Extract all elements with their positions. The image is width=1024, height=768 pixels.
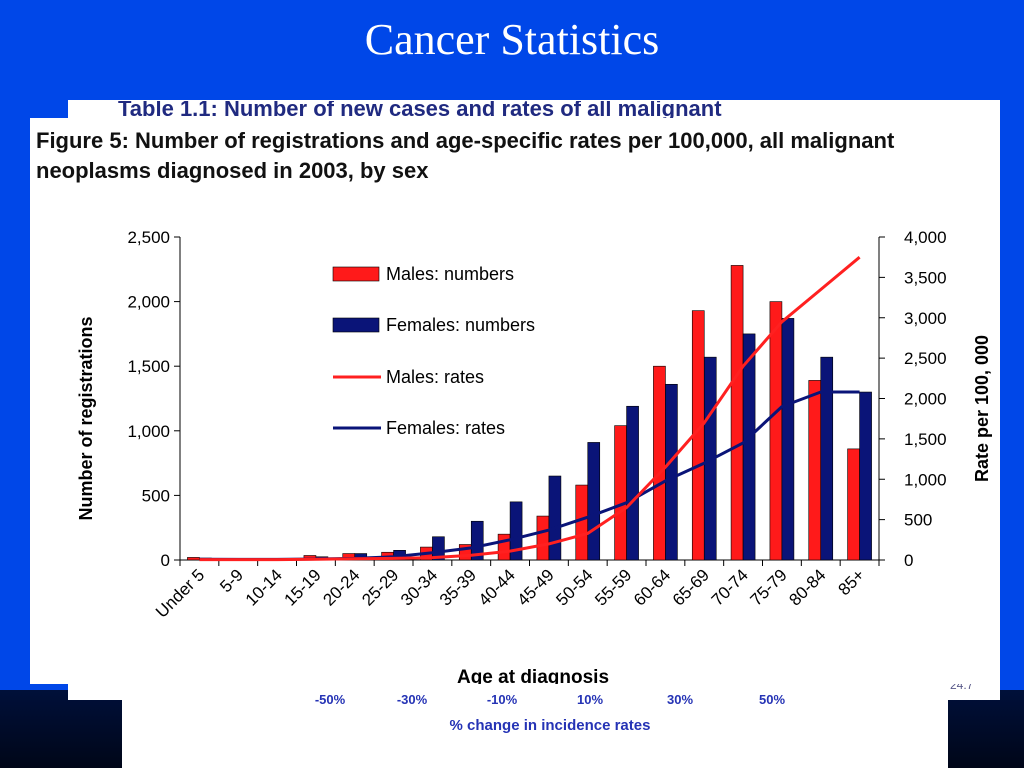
category-label: 45-49 — [514, 565, 558, 609]
male-count-bar — [497, 533, 511, 561]
figure-caption: Figure 5: Number of registrations and ag… — [36, 128, 895, 183]
legend-swatch-males-numbers — [332, 266, 380, 282]
figure-panel: Figure 5: Number of registrations and ag… — [30, 118, 998, 684]
left-tick-label: 2,000 — [127, 293, 170, 312]
scale-caption: % change in incidence rates — [449, 717, 651, 734]
male-count-bar — [808, 380, 822, 561]
left-tick-label: 500 — [142, 486, 170, 505]
left-tick-label: 2,500 — [127, 228, 170, 247]
right-tick-label: 0 — [904, 551, 913, 570]
female-count-bar — [432, 536, 445, 561]
female-count-bar — [587, 442, 601, 561]
scale-label: 50% — [758, 692, 786, 707]
female-count-bar — [820, 356, 834, 561]
right-tick-label: 3,500 — [904, 268, 947, 287]
category-label: 10-14 — [242, 565, 286, 609]
background-scale-panel — [122, 684, 948, 768]
male-rate-line — [199, 256, 861, 562]
legend-label: Males: numbers — [386, 264, 514, 284]
female-count-bar — [509, 501, 523, 561]
right-tick-label: 2,000 — [904, 390, 947, 409]
registrations-chart: 0 500 1,000 1,500 2,000 2,500 0 500 1,000 1,500 2,… — [76, 228, 992, 684]
left-tick-label: 1,500 — [127, 357, 170, 376]
scale-label: 30% — [666, 692, 694, 707]
scale-label: -10% — [486, 692, 518, 707]
male-count-bar — [730, 265, 744, 561]
male-count-bar — [653, 365, 666, 561]
legend-swatch-females-numbers — [332, 317, 380, 333]
female-count-bar — [665, 383, 678, 561]
legend-label: Males: rates — [386, 367, 484, 387]
category-label: 50-54 — [552, 565, 596, 609]
category-label: 85+ — [835, 565, 869, 599]
left-tick-label: 1,000 — [127, 422, 170, 441]
legend-label: Females: numbers — [386, 315, 535, 335]
category-label: Under 5 — [152, 565, 208, 621]
slide-title: Cancer Statistics — [364, 15, 660, 64]
scale-label: 10% — [576, 692, 604, 707]
background-table-header: Table 1.1: Number of new cases and rates… — [118, 101, 722, 119]
scale-label: -30% — [396, 692, 428, 707]
category-label: 55-59 — [591, 565, 635, 609]
category-label: 75-79 — [747, 565, 791, 609]
x-axis-title: Age at diagnosis — [457, 667, 609, 684]
right-tick-label: 1,500 — [904, 430, 947, 449]
male-count-bar — [187, 557, 200, 561]
category-label: 35-39 — [436, 565, 480, 609]
category-label: 30-34 — [397, 565, 441, 609]
legend-label: Females: rates — [386, 418, 505, 438]
left-tick-label: 0 — [161, 551, 170, 570]
right-tick-label: 1,000 — [904, 470, 947, 489]
category-label: 25-29 — [358, 565, 402, 609]
category-label: 20-24 — [319, 565, 363, 609]
y-axis-title: Number of registrations — [76, 316, 96, 520]
male-count-bar — [575, 484, 589, 561]
category-label: 15-19 — [281, 565, 325, 609]
female-rate-line — [199, 390, 860, 561]
male-count-bar — [614, 425, 627, 561]
female-count-bar — [859, 391, 872, 561]
female-count-bar — [470, 520, 484, 561]
category-label: 60-64 — [630, 565, 674, 609]
right-tick-label: 2,500 — [904, 349, 947, 368]
right-tick-label: 3,000 — [904, 309, 947, 328]
male-count-bar — [536, 515, 550, 561]
scale-label: -50% — [314, 692, 346, 707]
female-count-bar — [626, 405, 639, 561]
category-label: 65-69 — [669, 565, 713, 609]
female-count-bar — [548, 475, 562, 561]
male-count-bar — [847, 448, 860, 561]
category-label: 70-74 — [708, 565, 752, 609]
female-count-bar — [781, 318, 795, 561]
right-tick-label: 4,000 — [904, 228, 947, 247]
category-label: 80-84 — [785, 565, 829, 609]
right-tick-label: 500 — [904, 511, 932, 530]
category-label: 40-44 — [475, 565, 519, 609]
category-label: 5-9 — [216, 565, 247, 596]
male-count-bar — [769, 301, 783, 561]
y-axis-right-title: Rate per 100, 000 — [972, 335, 992, 482]
percent-scale-labels: -50% -30% -10% 10% 30% 50% — [300, 692, 800, 708]
female-count-bar — [742, 333, 756, 561]
